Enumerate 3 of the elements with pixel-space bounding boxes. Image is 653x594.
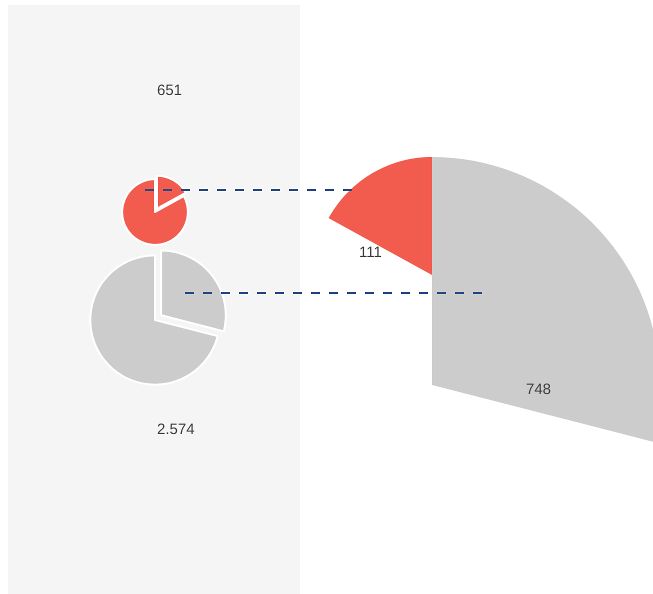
- text: 2.574: [157, 421, 195, 438]
- text: 748: [526, 381, 552, 398]
- chart-title: 651: [157, 82, 182, 99]
